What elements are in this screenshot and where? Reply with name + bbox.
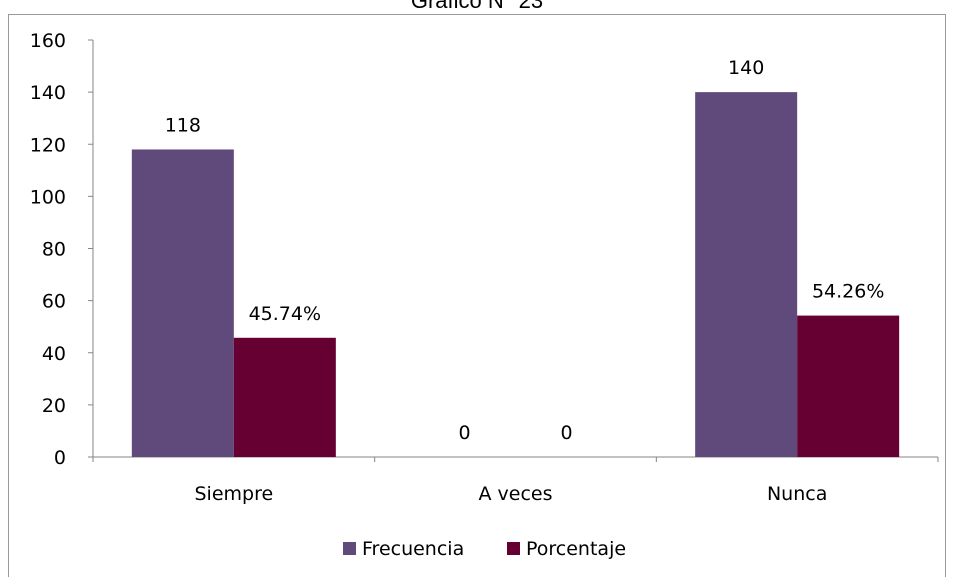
bar-porcentaje xyxy=(797,315,900,457)
bar-frecuencia xyxy=(131,149,234,457)
data-label-porcentaje: 54.26% xyxy=(812,281,884,303)
legend: Frecuencia Porcentaje xyxy=(343,538,626,560)
legend-swatch-porcentaje xyxy=(507,542,520,555)
y-tick-label: 60 xyxy=(42,291,66,313)
data-label-frecuencia: 140 xyxy=(728,57,764,79)
y-tick-label: 40 xyxy=(42,343,66,365)
y-tick-label: 80 xyxy=(42,239,66,261)
axes: 0 20 40 60 80 100 120 140 160 Siempre A veces Nunca xyxy=(30,30,939,505)
legend-label-porcentaje: Porcentaje xyxy=(526,538,626,560)
chart-title: Gráfico N° 23 xyxy=(404,0,550,13)
y-tick-label: 0 xyxy=(54,447,66,469)
bar-porcentaje xyxy=(233,337,336,457)
y-tick-label: 160 xyxy=(30,30,66,52)
y-tick-label: 20 xyxy=(42,395,66,417)
x-category-label: Nunca xyxy=(767,483,827,505)
legend-label-frecuencia: Frecuencia xyxy=(362,538,464,560)
data-label-porcentaje: 45.74% xyxy=(249,303,321,325)
data-labels: 118 45.74% 0 0 140 54.26% xyxy=(165,57,885,444)
bar-frecuencia xyxy=(695,92,798,457)
data-label-frecuencia: 118 xyxy=(165,114,201,136)
data-label-frecuencia: 0 xyxy=(458,422,470,444)
x-category-label: A veces xyxy=(478,483,552,505)
legend-swatch-frecuencia xyxy=(343,542,356,555)
y-tick-label: 140 xyxy=(30,82,66,104)
chart-title-container: Gráfico N° 23 xyxy=(0,0,954,14)
bars xyxy=(131,92,900,457)
data-label-porcentaje: 0 xyxy=(560,422,572,444)
x-category-label: Siempre xyxy=(194,483,273,505)
y-tick-label: 120 xyxy=(30,134,66,156)
chart-frame xyxy=(8,14,946,577)
y-tick-label: 100 xyxy=(30,186,66,208)
